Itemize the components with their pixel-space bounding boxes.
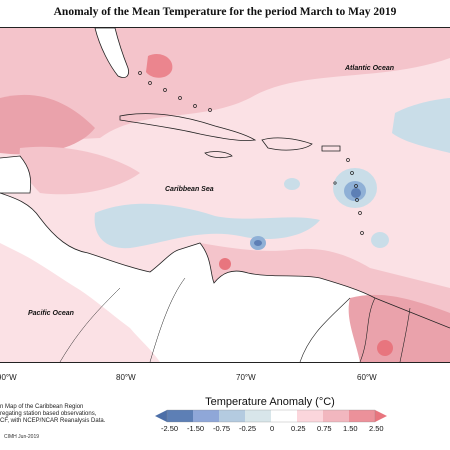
pos-max-guyana	[377, 340, 393, 356]
land-florida	[94, 28, 129, 78]
legend-arrow-right	[375, 410, 387, 422]
neg-light-small	[284, 178, 300, 190]
lon-80w: 80°W	[116, 373, 136, 382]
legend-tick-4: -0.25	[239, 424, 257, 433]
legend-tick-5: 0	[270, 424, 275, 433]
label-caribbean-sea: Caribbean Sea	[165, 186, 214, 193]
pos-strong-gulf	[0, 94, 95, 155]
legend-bin-5	[271, 410, 297, 422]
legend-bin-7	[323, 410, 349, 422]
legend-bin-3	[219, 410, 245, 422]
map-canvas: Atlantic Ocean Caribbean Sea Pacific Oce…	[0, 28, 450, 362]
pos-guianas	[348, 294, 450, 362]
copyright-text: CIMH Jun-2019	[4, 434, 40, 440]
legend-title: Temperature Anomaly (°C)	[205, 396, 335, 408]
lon-90w: 90°W	[0, 373, 17, 382]
legend-tick-9: 2.50	[369, 424, 384, 433]
legend-bin-2	[193, 410, 219, 422]
legend-tick-7: 0.75	[317, 424, 332, 433]
island-jamaica	[204, 151, 233, 159]
island-puerto-rico	[321, 145, 341, 152]
island-hispaniola	[261, 137, 313, 151]
border-lines	[299, 297, 411, 362]
legend-colorbar	[155, 409, 387, 423]
legend-tick-1: -2.50	[161, 424, 179, 433]
label-atlantic-ocean: Atlantic Ocean	[344, 65, 394, 72]
legend-bin-6	[297, 410, 323, 422]
lon-70w: 70°W	[236, 373, 256, 382]
neg-strong-antilles	[351, 188, 361, 198]
credit-line-1: n Map of the Caribbean Region	[0, 404, 84, 410]
legend-tick-8: 1.50	[343, 424, 358, 433]
coastline-yucatan	[0, 155, 32, 194]
neg-light-atlantic	[392, 98, 450, 153]
legend-tick-2: -1.50	[187, 424, 205, 433]
anomaly-map: Atlantic Ocean Caribbean Sea Pacific Oce…	[0, 27, 450, 363]
credit-line-2: regating station based observations,	[0, 411, 97, 417]
legend-tick-3: -0.75	[213, 424, 231, 433]
lesser-antilles	[333, 158, 364, 235]
land-central-america	[0, 193, 450, 362]
legend-outline	[166, 409, 376, 423]
legend-bin-4	[245, 410, 271, 422]
pos-mid-west-carib	[19, 146, 140, 195]
map-title: Anomaly of the Mean Temperature for the …	[53, 6, 397, 18]
legend-arrow-left	[155, 410, 167, 422]
legend-bin-1	[167, 410, 193, 422]
border-central-america	[59, 277, 186, 362]
label-pacific-ocean: Pacific Ocean	[28, 310, 74, 317]
bahamas	[138, 71, 212, 112]
lon-60w: 60°W	[357, 373, 377, 382]
land-yucatan	[0, 156, 31, 193]
neg-light-south	[371, 232, 389, 248]
legend-bin-8	[349, 410, 375, 422]
neg-light-carib-band	[94, 203, 320, 249]
credit-line-3: CF, with NCEP/NCAR Reanalysis Data.	[0, 418, 106, 424]
legend-tick-6: 0.25	[291, 424, 306, 433]
island-cuba	[119, 113, 257, 141]
neg-strong-carib	[254, 240, 262, 246]
coastline-mainland	[0, 192, 450, 329]
pos-max-venezuela	[219, 258, 231, 270]
pos-max-bahamas	[146, 53, 173, 78]
